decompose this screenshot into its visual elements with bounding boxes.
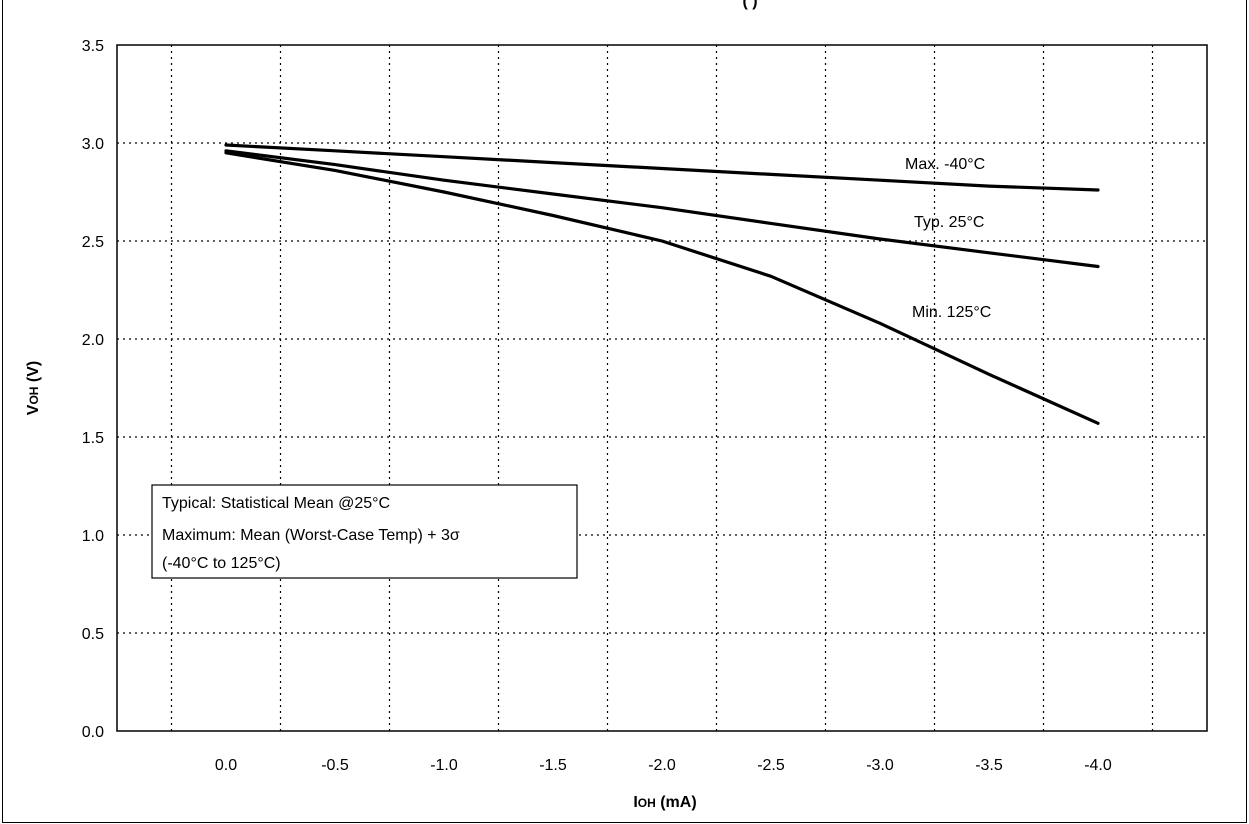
x-axis-title-main: I — [633, 794, 637, 811]
y-axis-title-unit: (V) — [25, 361, 42, 387]
y-tick-label: 3.5 — [82, 38, 104, 55]
y-tick-label: 1.0 — [82, 528, 104, 545]
x-tick-label: -3.0 — [866, 757, 894, 774]
y-tick-label: 2.5 — [82, 234, 104, 251]
chart-title-fragment: ( ) — [742, 0, 757, 10]
x-axis-title: IOH (mA) — [633, 794, 696, 811]
legend-note-line-2: Maximum: Mean (Worst-Case Temp) + 3σ — [162, 527, 460, 544]
x-tick-label: -2.0 — [648, 757, 676, 774]
grid-lines — [117, 45, 1207, 731]
series-line-typ — [224, 149, 1100, 269]
plot-area-border — [116, 44, 1208, 732]
legend-note-line-1: Typical: Statistical Mean @25°C — [162, 495, 390, 512]
series-label-min: Min. 125°C — [912, 304, 991, 321]
series-lines — [224, 143, 1100, 425]
y-axis-title-main: V — [25, 404, 42, 415]
x-tick-label: -4.0 — [1084, 757, 1112, 774]
y-tick-label: 1.5 — [82, 430, 104, 447]
y-tick-label: 3.0 — [82, 136, 104, 153]
y-tick-label: 0.0 — [82, 724, 104, 741]
x-tick-label: -1.5 — [539, 757, 567, 774]
legend-note-box: Typical: Statistical Mean @25°C Maximum:… — [151, 484, 578, 579]
x-axis-ticks: 0.0 -0.5 -1.0 -1.5 -2.0 -2.5 -3.0 -3.5 -4.0 — [215, 757, 1112, 774]
series-label-max: Max. -40°C — [905, 156, 985, 173]
x-tick-label: 0.0 — [215, 757, 237, 774]
series-line-max — [224, 143, 1100, 192]
series-label-typ: Typ. 25°C — [914, 214, 984, 231]
legend-note-border — [151, 484, 578, 579]
x-tick-label: -0.5 — [321, 757, 349, 774]
x-tick-label: -2.5 — [757, 757, 785, 774]
x-axis-title-unit: (mA) — [656, 794, 697, 811]
y-axis-ticks: 0.0 0.5 1.0 1.5 2.0 2.5 3.0 3.5 — [82, 38, 104, 741]
series-line-min — [224, 151, 1100, 425]
x-tick-label: -1.0 — [430, 757, 458, 774]
legend-note-line-3: (-40°C to 125°C) — [162, 555, 281, 572]
x-axis-title-sub: OH — [638, 796, 656, 810]
y-axis-title-sub: OH — [27, 387, 41, 405]
y-axis-title: VOH (V) — [25, 361, 42, 415]
y-tick-label: 2.0 — [82, 332, 104, 349]
x-tick-label: -3.5 — [975, 757, 1003, 774]
y-tick-label: 0.5 — [82, 626, 104, 643]
